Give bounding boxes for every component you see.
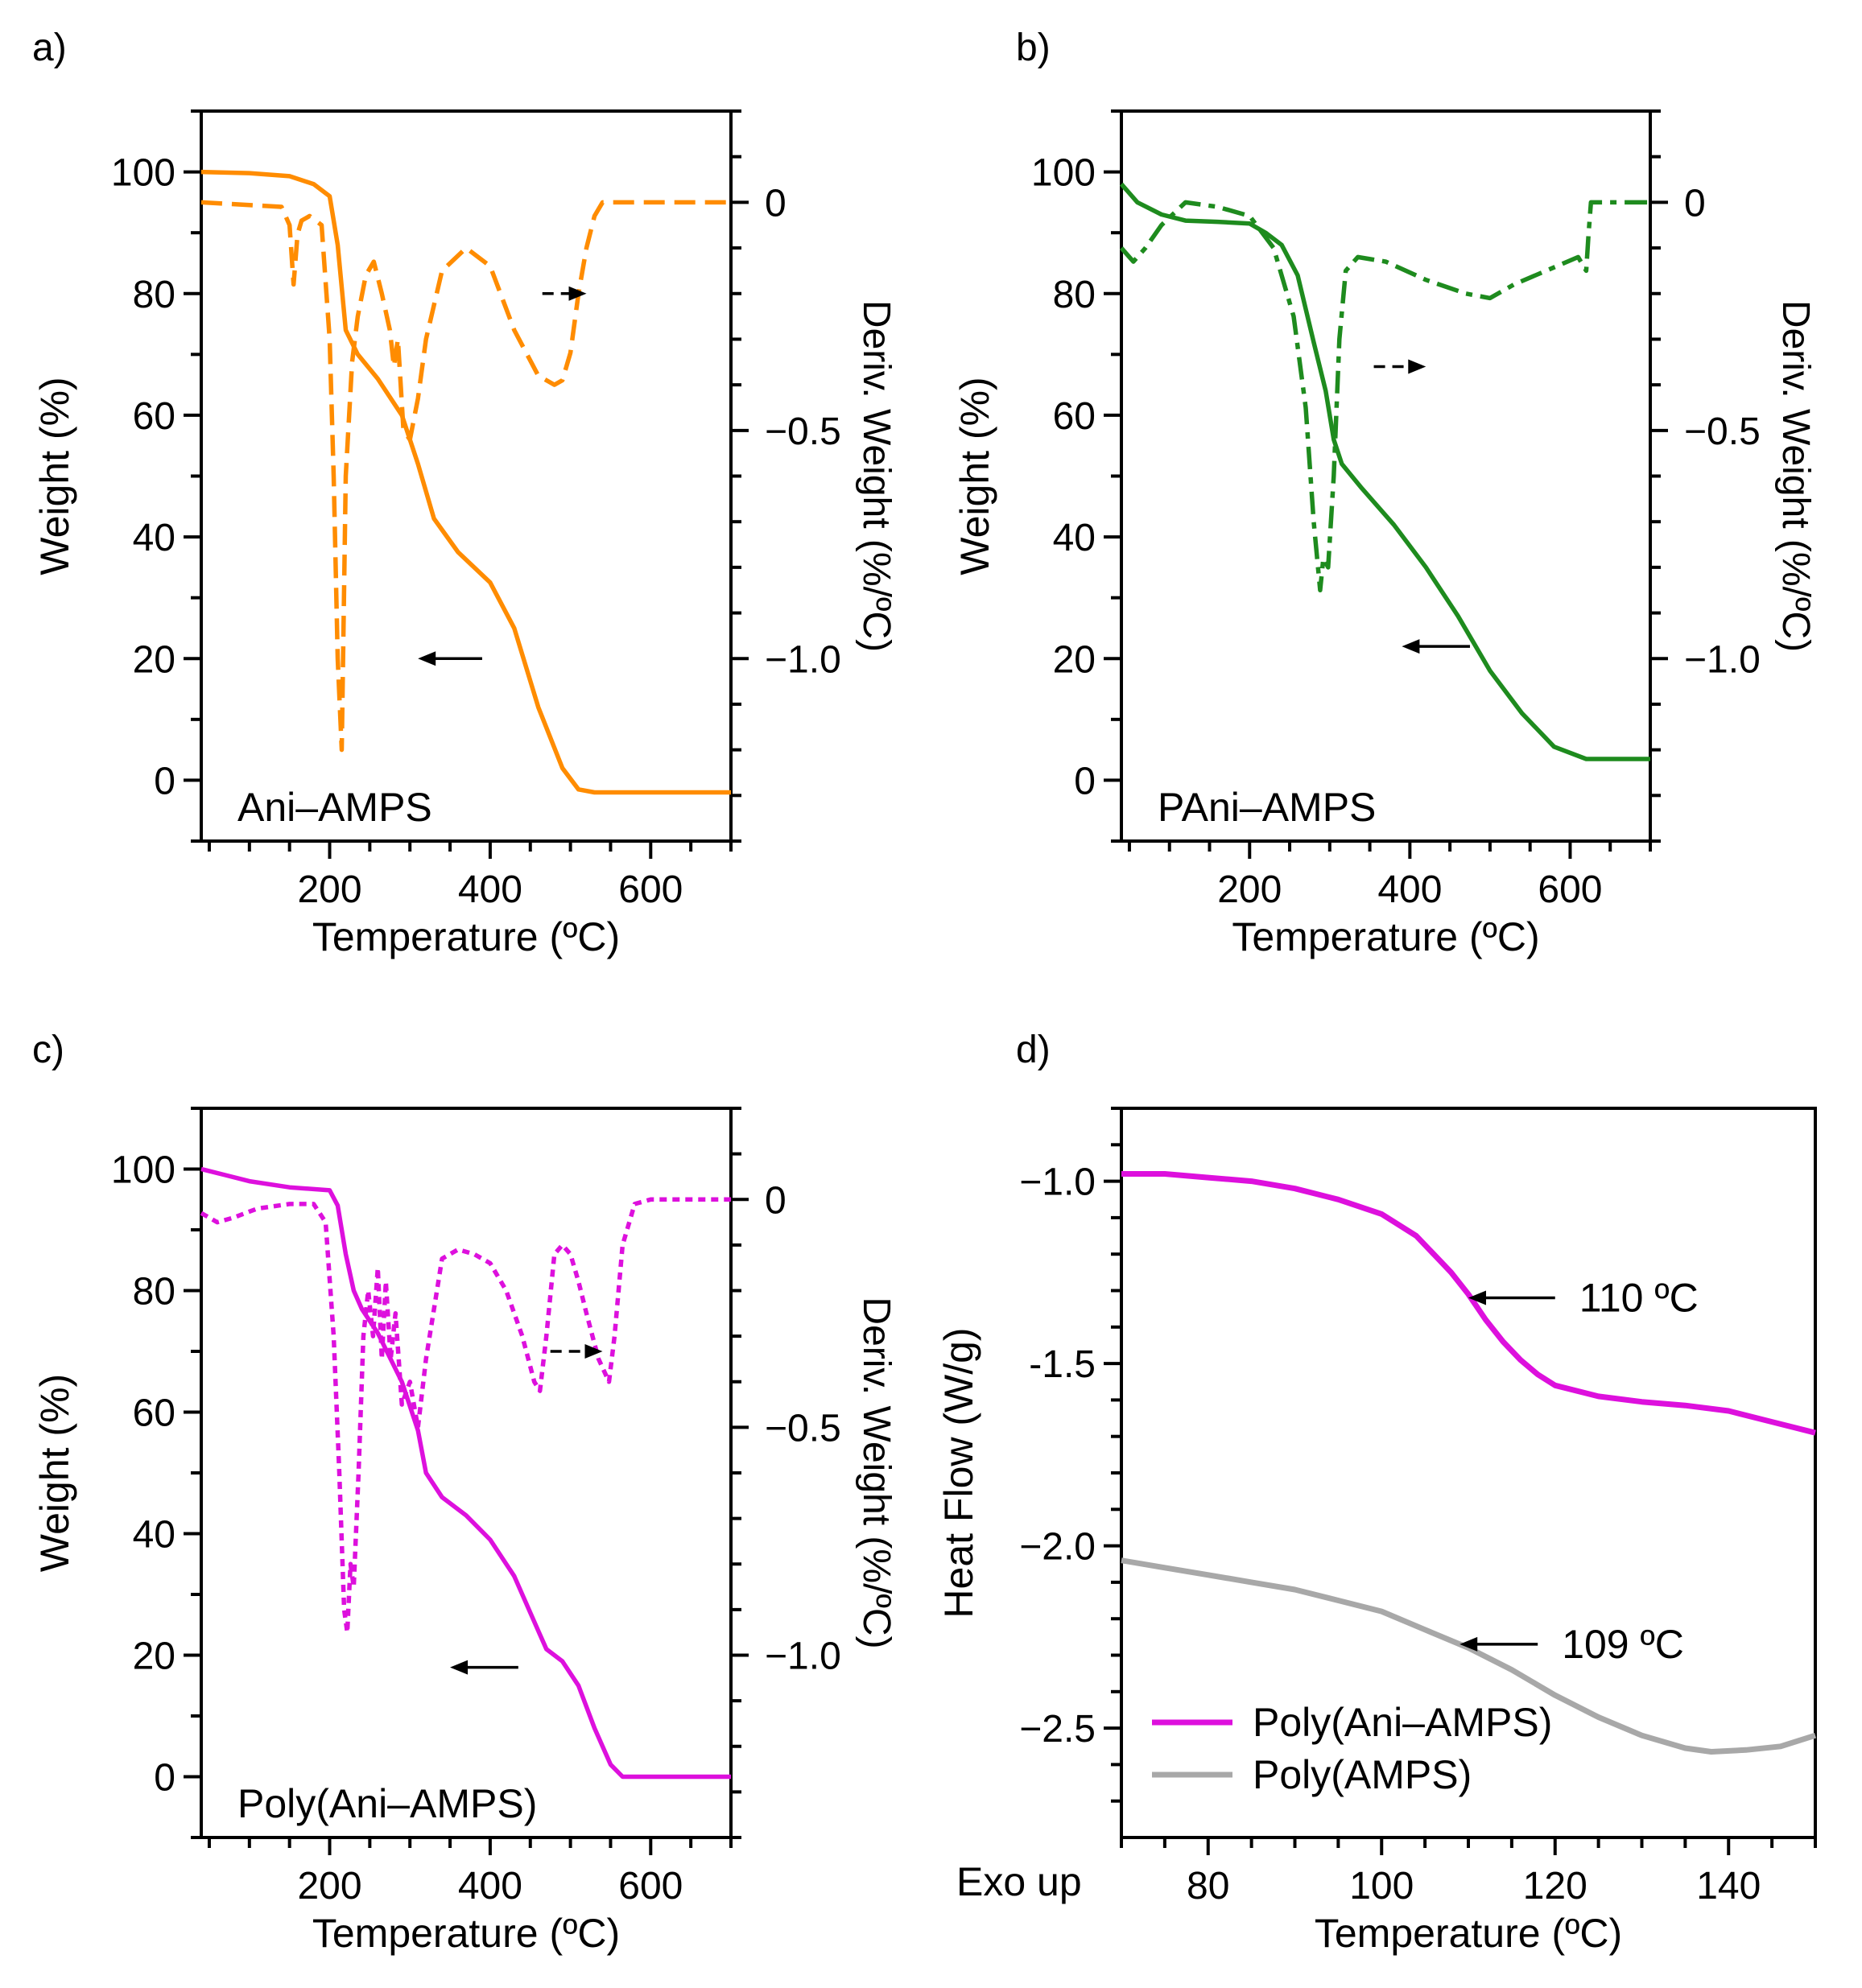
y-axis-label: Weight (%) [32,1374,77,1572]
arrow-head [418,651,436,666]
exo-up-label: Exo up [956,1859,1082,1904]
x-tick-label: 200 [1217,868,1282,911]
y-tick-label: 40 [1053,517,1096,559]
panel-label-a: a) [32,27,67,69]
sample-label: Poly(Ani–AMPS) [237,1781,537,1826]
x-tick-label: 200 [297,868,361,911]
y-axis-label: Weight (%) [32,377,77,575]
y-tick-label: 100 [111,152,175,195]
x-tick-label: 400 [458,868,522,911]
plot-frame [200,1107,733,1839]
y-tick-label: −1.0 [1019,1161,1096,1204]
chart-panel-a: 200 400 600 0 20 40 60 80 100 0 −0.5 −1.0 Deriv. Wei… [32,109,898,959]
series-line-weight [200,1166,731,1780]
y-axis-label: Heat Flow (W/g) [936,1327,981,1618]
y-tick-label: 20 [1053,638,1096,681]
sample-label: PAni–AMPS [1158,785,1376,830]
y-tick-label: 80 [1053,274,1096,316]
y2-tick-label: −0.5 [765,1407,841,1450]
y-tick-label: 100 [111,1149,175,1192]
x-axis-label: Temperature (ºC) [1232,914,1539,959]
y2-axis-label: Deriv. Weight (%/ºC) [855,1297,898,1648]
series-line-heat-flow-0 [1121,1171,1816,1436]
arrow-head [568,286,587,301]
y-tick-label: 60 [133,1392,175,1435]
y2-tick-label: 0 [1684,182,1706,225]
y-tick-label: 60 [133,395,175,438]
panel-label-b: b) [1016,27,1051,69]
arrow-head [1402,639,1420,654]
y-tick-label: −2.5 [1019,1708,1096,1751]
y-tick-label: −2.0 [1019,1526,1096,1569]
y2-tick-label: −1.0 [765,1635,841,1678]
y-tick-label: 40 [133,517,175,559]
series-line-derivative [200,1197,731,1635]
series-line-derivative [200,200,731,753]
x-tick-label: 200 [297,1865,361,1908]
arrow-head [1408,359,1426,374]
series-line-weight [200,169,731,795]
y-tick-label: -1.5 [1029,1343,1096,1386]
y2-tick-label: −1.0 [765,638,841,681]
y-tick-label: 100 [1031,152,1096,195]
x-tick-label: 400 [458,1865,522,1908]
y2-tick-label: 0 [765,182,786,225]
arrow-head [584,1344,603,1359]
y2-tick-label: −1.0 [1684,638,1761,681]
y2-tick-label: −0.5 [765,410,841,453]
x-tick-label: 600 [1538,868,1602,911]
y2-tick-label: 0 [765,1179,786,1222]
chart-panel-d: 80 100 120 140 −1.0 -1.5 −2.0 −2.5 Temperature (… [936,1107,1817,1956]
x-axis-label: Temperature (ºC) [1315,1911,1622,1956]
legend-label: Poly(AMPS) [1253,1752,1472,1797]
legend-label: Poly(Ani–AMPS) [1253,1700,1552,1745]
x-tick-label: 400 [1377,868,1442,911]
y-axis-label: Weight (%) [952,377,997,575]
transition-label: 109 ºC [1562,1622,1684,1667]
y-tick-label: 0 [1074,760,1096,802]
y-tick-label: 40 [133,1514,175,1557]
x-tick-label: 600 [618,1865,683,1908]
x-axis-label: Temperature (ºC) [312,914,620,959]
y2-tick-label: −0.5 [1684,410,1761,453]
x-axis-label: Temperature (ºC) [312,1911,620,1956]
chart-panel-b: 200 400 600 0 20 40 60 80 100 0 −0.5 −1.0 Deriv. Wei… [952,109,1817,959]
y-tick-label: 0 [154,760,175,802]
y-tick-label: 80 [133,274,175,316]
y-tick-label: 20 [133,638,175,681]
series-line-weight [1119,182,1650,761]
x-tick-label: 600 [618,868,683,911]
transition-label: 110 ºC [1579,1276,1699,1321]
arrow-head [1468,1290,1486,1305]
plot-frame [200,109,733,843]
x-tick-label: 120 [1523,1865,1587,1908]
arrow-head [450,1660,469,1675]
y-tick-label: 80 [133,1271,175,1314]
y2-axis-label: Deriv. Weight (%/ºC) [855,300,898,652]
panel-label-c: c) [32,1029,64,1071]
panel-label-d: d) [1016,1029,1051,1071]
chart-panel-c: 200 400 600 0 20 40 60 80 100 0 −0.5 −1.0 Deriv. Wei… [32,1107,898,1956]
y-tick-label: 20 [133,1635,175,1678]
y-tick-label: 0 [154,1757,175,1800]
x-tick-label: 80 [1187,1865,1229,1908]
sample-label: Ani–AMPS [237,785,432,830]
series-line-derivative [1119,200,1650,592]
y-tick-label: 60 [1053,395,1096,438]
series-line-heat-flow-1 [1121,1557,1817,1755]
x-tick-label: 140 [1696,1865,1761,1908]
x-tick-label: 100 [1349,1865,1414,1908]
arrow-head [1459,1636,1478,1652]
y2-axis-label: Deriv. Weight (%/ºC) [1774,300,1817,652]
